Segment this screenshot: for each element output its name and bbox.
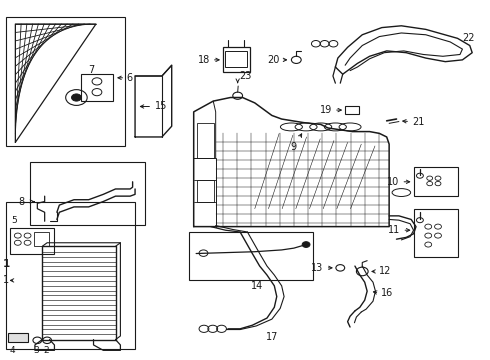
- Bar: [5, 202, 135, 348]
- Text: 3: 3: [33, 346, 39, 355]
- Text: 17: 17: [266, 332, 278, 342]
- Text: 1: 1: [3, 259, 10, 269]
- Bar: [30, 162, 145, 225]
- Bar: [414, 209, 458, 257]
- Text: 5: 5: [11, 216, 17, 225]
- Text: 21: 21: [412, 117, 424, 127]
- Text: 23: 23: [239, 71, 251, 81]
- Bar: [414, 167, 458, 196]
- Text: 9: 9: [291, 141, 297, 152]
- Text: 13: 13: [311, 263, 323, 273]
- Bar: [8, 333, 27, 342]
- Text: 4: 4: [9, 346, 15, 355]
- Text: 8: 8: [18, 197, 24, 207]
- Text: 12: 12: [379, 266, 391, 276]
- Text: 2: 2: [43, 346, 49, 355]
- Circle shape: [302, 242, 310, 247]
- Bar: [197, 180, 214, 202]
- Text: 16: 16: [381, 288, 393, 298]
- Text: 6: 6: [127, 73, 133, 83]
- Circle shape: [72, 94, 81, 101]
- Bar: [225, 51, 247, 67]
- Bar: [345, 107, 359, 114]
- Text: 22: 22: [463, 33, 475, 43]
- Bar: [81, 74, 113, 101]
- Text: 7: 7: [88, 65, 94, 75]
- Text: 15: 15: [155, 102, 167, 112]
- Bar: [5, 17, 125, 146]
- Bar: [34, 232, 49, 246]
- Text: 18: 18: [197, 55, 210, 65]
- Bar: [223, 47, 250, 72]
- Bar: [189, 232, 314, 280]
- Text: 19: 19: [319, 105, 332, 115]
- Text: 10: 10: [387, 177, 399, 187]
- Text: 14: 14: [251, 281, 263, 291]
- Bar: [10, 228, 54, 253]
- Text: 1: 1: [3, 275, 9, 285]
- Text: 20: 20: [267, 55, 279, 65]
- Text: 11: 11: [388, 225, 400, 235]
- Bar: [197, 123, 214, 158]
